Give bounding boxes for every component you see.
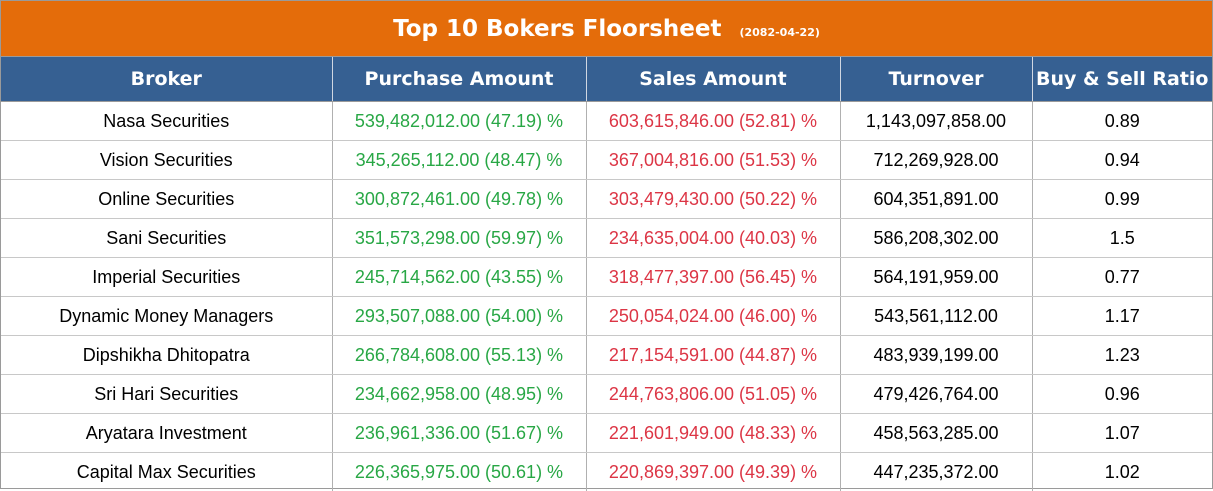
title-bar: Top 10 Bokers Floorsheet (2082-04-22): [1, 1, 1212, 57]
purchase-amount-cell: 234,662,958.00 (48.95) %: [332, 375, 586, 414]
buy-sell-ratio-cell: 1.23: [1032, 336, 1212, 375]
title-date: (2082-04-22): [739, 26, 819, 39]
sales-amount-cell: 367,004,816.00 (51.53) %: [586, 141, 840, 180]
turnover-cell: 483,939,199.00: [840, 336, 1032, 375]
turnover-cell: 712,269,928.00: [840, 141, 1032, 180]
broker-name-cell: Aryatara Investment: [1, 414, 332, 453]
sales-amount-cell: 244,763,806.00 (51.05) %: [586, 375, 840, 414]
purchase-amount-cell: 266,784,608.00 (55.13) %: [332, 336, 586, 375]
buy-sell-ratio-cell: 0.94: [1032, 141, 1212, 180]
buy-sell-ratio-cell: 0.99: [1032, 180, 1212, 219]
buy-sell-ratio-cell: 1.02: [1032, 453, 1212, 491]
purchase-amount-cell: 226,365,975.00 (50.61) %: [332, 453, 586, 491]
broker-name-cell: Dipshikha Dhitopatra: [1, 336, 332, 375]
purchase-amount-cell: 345,265,112.00 (48.47) %: [332, 141, 586, 180]
column-header-turnover: Turnover: [840, 57, 1032, 102]
sales-amount-cell: 318,477,397.00 (56.45) %: [586, 258, 840, 297]
page-title: Top 10 Bokers Floorsheet: [393, 16, 721, 42]
sales-amount-cell: 303,479,430.00 (50.22) %: [586, 180, 840, 219]
broker-name-cell: Vision Securities: [1, 141, 332, 180]
turnover-cell: 604,351,891.00: [840, 180, 1032, 219]
purchase-amount-cell: 236,961,336.00 (51.67) %: [332, 414, 586, 453]
broker-name-cell: Online Securities: [1, 180, 332, 219]
broker-name-cell: Nasa Securities: [1, 102, 332, 141]
header-row: Broker Purchase Amount Sales Amount Turn…: [1, 57, 1212, 102]
buy-sell-ratio-cell: 0.89: [1032, 102, 1212, 141]
column-header-broker: Broker: [1, 57, 332, 102]
sales-amount-cell: 217,154,591.00 (44.87) %: [586, 336, 840, 375]
turnover-cell: 564,191,959.00: [840, 258, 1032, 297]
purchase-amount-cell: 300,872,461.00 (49.78) %: [332, 180, 586, 219]
column-header-purchase-amount: Purchase Amount: [332, 57, 586, 102]
buy-sell-ratio-cell: 0.77: [1032, 258, 1212, 297]
turnover-cell: 543,561,112.00: [840, 297, 1032, 336]
turnover-cell: 1,143,097,858.00: [840, 102, 1032, 141]
purchase-amount-cell: 293,507,088.00 (54.00) %: [332, 297, 586, 336]
column-header-sales-amount: Sales Amount: [586, 57, 840, 102]
purchase-amount-cell: 351,573,298.00 (59.97) %: [332, 219, 586, 258]
broker-name-cell: Imperial Securities: [1, 258, 332, 297]
turnover-cell: 479,426,764.00: [840, 375, 1032, 414]
broker-name-cell: Capital Max Securities: [1, 453, 332, 491]
turnover-cell: 586,208,302.00: [840, 219, 1032, 258]
buy-sell-ratio-cell: 0.96: [1032, 375, 1212, 414]
broker-name-cell: Sri Hari Securities: [1, 375, 332, 414]
sales-amount-cell: 250,054,024.00 (46.00) %: [586, 297, 840, 336]
brokers-table: Broker Purchase Amount Sales Amount Turn…: [1, 57, 1212, 491]
broker-name-cell: Dynamic Money Managers: [1, 297, 332, 336]
buy-sell-ratio-cell: 1.17: [1032, 297, 1212, 336]
buy-sell-ratio-cell: 1.07: [1032, 414, 1212, 453]
turnover-cell: 458,563,285.00: [840, 414, 1032, 453]
sales-amount-cell: 603,615,846.00 (52.81) %: [586, 102, 840, 141]
purchase-amount-cell: 539,482,012.00 (47.19) %: [332, 102, 586, 141]
sales-amount-cell: 234,635,004.00 (40.03) %: [586, 219, 840, 258]
sales-amount-cell: 221,601,949.00 (48.33) %: [586, 414, 840, 453]
column-header-buy-sell-ratio: Buy & Sell Ratio: [1032, 57, 1212, 102]
sales-amount-cell: 220,869,397.00 (49.39) %: [586, 453, 840, 491]
purchase-amount-cell: 245,714,562.00 (43.55) %: [332, 258, 586, 297]
broker-name-cell: Sani Securities: [1, 219, 332, 258]
turnover-cell: 447,235,372.00: [840, 453, 1032, 491]
buy-sell-ratio-cell: 1.5: [1032, 219, 1212, 258]
